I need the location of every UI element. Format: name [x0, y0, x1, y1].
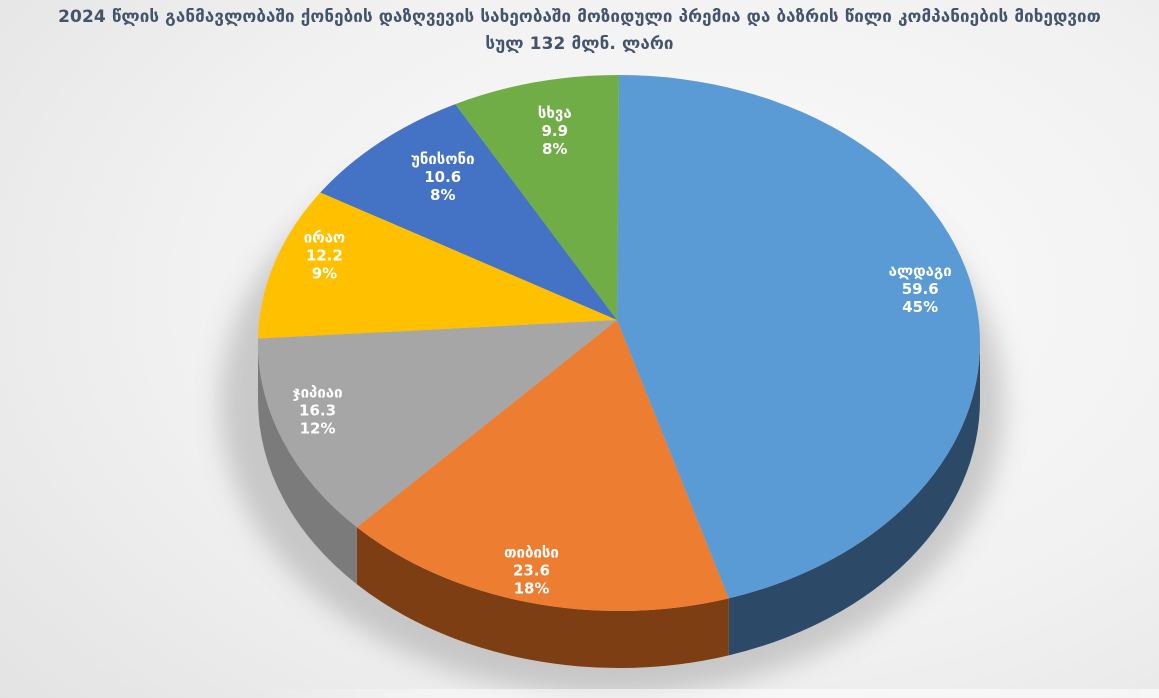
- pie-slice-label-თიბისი: თიბისი 23.6 18%: [504, 544, 559, 598]
- pie-slice-side-ალდაგი: [728, 343, 980, 656]
- pie-slice-side-ჯიპიაი: [258, 343, 357, 585]
- pie-slice-label-ალდაგი: ალდაგი 59.6 45%: [889, 262, 952, 316]
- chart-title: 2024 წლის განმავლობაში ქონების დაზღვევის…: [0, 4, 1159, 58]
- pie-slice-side-თიბისი: [356, 527, 729, 668]
- chart-title-line2: სულ 132 მლნ. ლარი: [485, 34, 674, 54]
- pie-sides-group: [258, 343, 980, 668]
- pie-slice-თიბისი: [356, 320, 729, 611]
- pie-slice-label-ირაო: ირაო 12.2 9%: [304, 228, 345, 282]
- chart-title-line1: 2024 წლის განმავლობაში ქონების დაზღვევის…: [58, 7, 1101, 27]
- pie-slice-label-ჯიპიაი: ჯიპიაი 16.3 12%: [292, 383, 342, 437]
- pie-slice-ალდაგი: [617, 75, 980, 599]
- pie-slice-ირაო: [258, 192, 617, 339]
- pie-slice-უნისონი: [320, 104, 617, 321]
- pie-slice-label-უნისონი: უნისონი 10.6 8%: [411, 150, 475, 204]
- pie-slice-label-სხვა: სხვა 9.9 8%: [538, 104, 572, 158]
- pie-slice-ჯიპიაი: [258, 320, 617, 528]
- pie-labels-group: ალდაგი 59.6 45% თიბისი 23.6 18% ჯიპიაი 16.3 12% ი…: [292, 104, 951, 597]
- pie-slice-სხვა: [455, 75, 619, 320]
- pie-tops-group: [258, 75, 980, 611]
